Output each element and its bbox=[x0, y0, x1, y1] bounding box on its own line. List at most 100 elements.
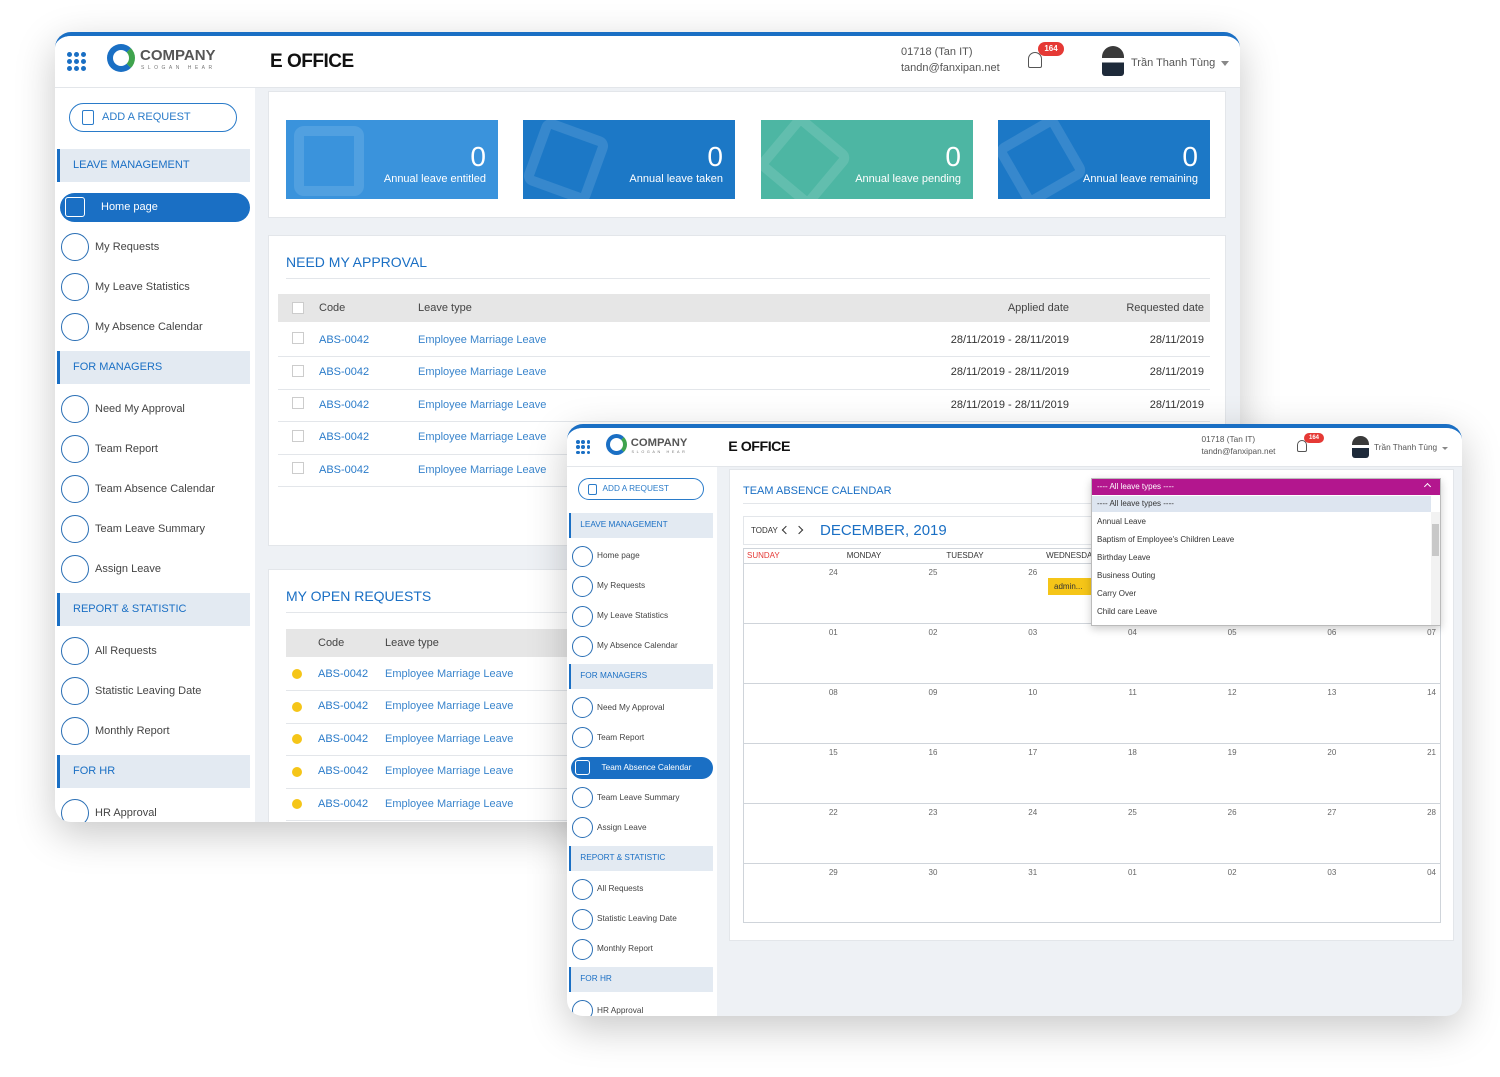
status-dot bbox=[292, 701, 302, 712]
add-request-button[interactable]: ADD A REQUEST bbox=[577, 478, 704, 500]
logo-mark bbox=[107, 44, 135, 72]
phone: 01718 (Tan IT) bbox=[1201, 434, 1256, 444]
grid-dot bbox=[581, 450, 585, 455]
user-caret[interactable] bbox=[1441, 446, 1448, 450]
add-request-button[interactable]: ADD A REQUEST bbox=[69, 103, 237, 132]
grid-dot bbox=[586, 440, 591, 444]
table-cell: ABS-0042 bbox=[319, 398, 370, 411]
day-number: 30 bbox=[928, 868, 938, 877]
stat-watermark bbox=[761, 120, 854, 199]
menu-label: My Absence Calendar bbox=[597, 641, 678, 651]
menu-label: My Requests bbox=[597, 581, 646, 591]
dropdown-option: Child care Leave bbox=[1097, 607, 1158, 616]
section-title: LEAVE MANAGEMENT bbox=[580, 519, 668, 529]
menu-label: Team Absence Calendar bbox=[601, 762, 692, 772]
menu-icon bbox=[574, 760, 590, 776]
calendar-event[interactable]: admin... bbox=[1048, 578, 1092, 595]
menu-item[interactable]: Home page bbox=[567, 541, 717, 571]
header: COMPANY SLOGAN HEAR E OFFICE 01718 (Tan IT)… bbox=[567, 428, 1462, 467]
notification-badge[interactable]: 164 bbox=[1038, 42, 1064, 56]
menu-item[interactable]: Statistic Leaving Date bbox=[55, 671, 255, 711]
day-number: 23 bbox=[928, 808, 938, 817]
menu-item[interactable]: Home page bbox=[55, 187, 255, 227]
menu-item[interactable]: Need My Approval bbox=[55, 389, 255, 429]
checkbox[interactable] bbox=[292, 364, 304, 377]
checkbox[interactable] bbox=[292, 332, 304, 344]
bell-icon[interactable] bbox=[1296, 440, 1308, 452]
dropdown-option: Carry Over bbox=[1097, 589, 1137, 598]
panel-title: MY OPEN REQUESTS bbox=[286, 587, 432, 604]
day-number: 03 bbox=[1028, 628, 1038, 637]
menu-item[interactable]: All Requests bbox=[567, 874, 717, 904]
table-cell: 28/11/2019 bbox=[1149, 366, 1204, 379]
menu-item[interactable]: HR Approval bbox=[55, 793, 255, 822]
menu-item[interactable]: My Absence Calendar bbox=[567, 631, 717, 661]
day-number: 16 bbox=[928, 748, 938, 757]
row-rule bbox=[278, 356, 1210, 357]
menu-item[interactable]: Team Leave Summary bbox=[55, 509, 255, 549]
menu-item[interactable]: Need My Approval bbox=[567, 693, 717, 723]
day-number: 26 bbox=[1028, 568, 1038, 577]
status-dot bbox=[292, 799, 302, 809]
table-cell: ABS-0042 bbox=[319, 333, 370, 346]
grid-dot bbox=[74, 52, 79, 57]
weekday-label: TUESDAY bbox=[946, 551, 984, 560]
menu-item[interactable]: Statistic Leaving Date bbox=[567, 904, 717, 934]
menu-item[interactable]: Team Absence Calendar bbox=[55, 469, 255, 509]
menu-icon bbox=[571, 787, 593, 809]
sidebar: ADD A REQUEST LEAVE MANAGEMENT Home page My… bbox=[567, 467, 717, 1016]
menu-item[interactable]: My Leave Statistics bbox=[567, 601, 717, 631]
menu-label: Need My Approval bbox=[95, 402, 185, 415]
bell-icon[interactable] bbox=[1028, 52, 1042, 68]
notification-badge[interactable]: 164 bbox=[1304, 432, 1324, 443]
stat-label: Annual leave taken bbox=[629, 172, 723, 185]
stat-watermark bbox=[998, 120, 1089, 199]
leave-type-dropdown[interactable]: ---- All leave types ---- ---- All leave … bbox=[1091, 478, 1441, 626]
menu-item[interactable]: My Leave Statistics bbox=[55, 267, 255, 307]
menu-item[interactable]: Team Leave Summary bbox=[567, 783, 717, 813]
user-caret[interactable] bbox=[1221, 61, 1229, 66]
dropdown-option: Birthday Leave bbox=[1097, 553, 1151, 562]
menu-item[interactable]: Assign Leave bbox=[567, 813, 717, 843]
menu-item[interactable]: All Requests bbox=[55, 631, 255, 671]
dropdown-selected[interactable]: ---- All leave types ---- bbox=[1092, 479, 1440, 495]
day-number: 10 bbox=[1028, 688, 1038, 697]
menu-label: HR Approval bbox=[597, 1005, 644, 1015]
menu-item[interactable]: Team Report bbox=[55, 429, 255, 469]
avatar[interactable] bbox=[1352, 435, 1369, 458]
day-number: 19 bbox=[1227, 748, 1237, 757]
menu-item[interactable]: Monthly Report bbox=[55, 711, 255, 751]
menu-item[interactable]: My Absence Calendar bbox=[55, 307, 255, 347]
menu-item[interactable]: My Requests bbox=[567, 571, 717, 601]
menu-item[interactable]: My Requests bbox=[55, 227, 255, 267]
day-number: 04 bbox=[1127, 628, 1137, 637]
menu-item[interactable]: Monthly Report bbox=[567, 934, 717, 964]
menu-item[interactable]: Assign Leave bbox=[55, 549, 255, 589]
section-header: FOR HR bbox=[57, 755, 250, 788]
checkbox[interactable] bbox=[292, 302, 304, 314]
section-header: FOR MANAGERS bbox=[57, 351, 250, 384]
weekday-label: MONDAY bbox=[846, 551, 882, 560]
checkbox[interactable] bbox=[292, 397, 304, 409]
day-number: 13 bbox=[1327, 688, 1337, 697]
section-header: LEAVE MANAGEMENT bbox=[57, 149, 250, 182]
stat-value: 0 bbox=[1182, 141, 1198, 172]
avatar[interactable] bbox=[1102, 46, 1124, 76]
dropdown-option: ---- All leave types ---- bbox=[1097, 499, 1174, 508]
menu-label: Team Report bbox=[597, 732, 645, 742]
stat-card: 0 Annual leave pending bbox=[761, 120, 973, 199]
menu-label: My Requests bbox=[95, 240, 160, 253]
checkbox[interactable] bbox=[292, 462, 304, 474]
grid-dot bbox=[67, 59, 72, 64]
section-title: FOR HR bbox=[73, 765, 116, 778]
menu-item[interactable]: Team Report bbox=[567, 723, 717, 753]
table-cell: ABS-0042 bbox=[318, 700, 369, 713]
table-header bbox=[278, 294, 1210, 322]
section-header: LEAVE MANAGEMENT bbox=[568, 512, 714, 538]
checkbox[interactable] bbox=[292, 429, 304, 442]
table-cell: Employee Marriage Leave bbox=[385, 797, 514, 810]
scrollbar-track bbox=[1431, 512, 1440, 625]
menu-item[interactable]: HR Approval bbox=[567, 996, 717, 1016]
menu-item[interactable]: Team Absence Calendar bbox=[567, 753, 717, 783]
active-pill bbox=[570, 756, 714, 779]
